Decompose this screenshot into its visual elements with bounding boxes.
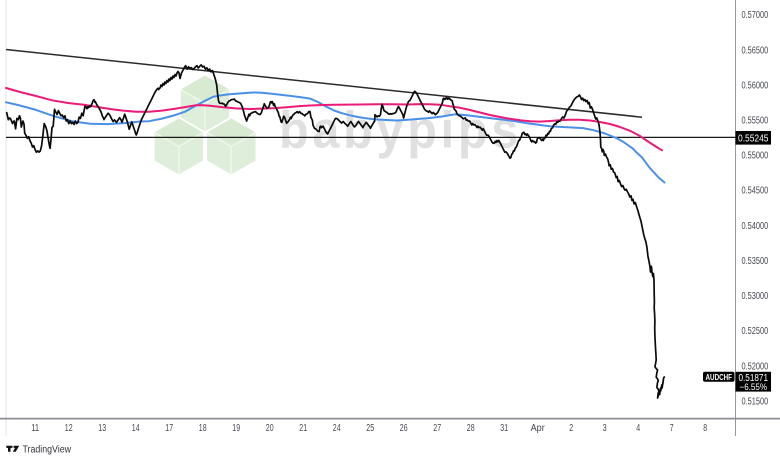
svg-text:14: 14	[132, 423, 140, 434]
svg-text:0.55000: 0.55000	[742, 151, 769, 162]
svg-text:11: 11	[31, 423, 39, 434]
svg-text:28: 28	[467, 423, 475, 434]
svg-text:20: 20	[266, 423, 274, 434]
svg-text:Apr: Apr	[531, 423, 546, 434]
svg-text:25: 25	[366, 423, 374, 434]
svg-text:0.54500: 0.54500	[742, 186, 769, 197]
svg-text:0.55245: 0.55245	[738, 133, 769, 144]
svg-text:2: 2	[569, 423, 573, 434]
svg-text:0.51500: 0.51500	[742, 397, 769, 408]
svg-text:0.54000: 0.54000	[742, 221, 769, 232]
svg-text:0.57000: 0.57000	[742, 10, 769, 21]
svg-text:AUDCHF: AUDCHF	[706, 373, 733, 382]
svg-text:12: 12	[65, 423, 73, 434]
svg-text:24: 24	[333, 423, 341, 434]
svg-text:4: 4	[636, 423, 640, 434]
svg-text:17: 17	[165, 423, 173, 434]
svg-text:TradingView: TradingView	[23, 445, 72, 456]
svg-text:13: 13	[98, 423, 106, 434]
svg-text:31: 31	[500, 423, 508, 434]
svg-text:21: 21	[299, 423, 307, 434]
svg-text:0.55500: 0.55500	[742, 116, 769, 127]
svg-text:7: 7	[670, 423, 674, 434]
svg-text:26: 26	[400, 423, 408, 434]
svg-text:0.52000: 0.52000	[742, 361, 769, 372]
svg-text:0.51871: 0.51871	[739, 373, 769, 384]
svg-text:18: 18	[199, 423, 207, 434]
svg-text:27: 27	[433, 423, 441, 434]
svg-text:19: 19	[232, 423, 240, 434]
svg-text:0.52500: 0.52500	[742, 326, 769, 337]
svg-text:0.56000: 0.56000	[742, 80, 769, 91]
svg-text:8: 8	[703, 423, 707, 434]
svg-text:0.53500: 0.53500	[742, 256, 769, 267]
svg-text:3: 3	[603, 423, 607, 434]
svg-text:0.53000: 0.53000	[742, 291, 769, 302]
svg-text:0.56500: 0.56500	[742, 45, 769, 56]
svg-text:−6.55%: −6.55%	[740, 382, 768, 392]
